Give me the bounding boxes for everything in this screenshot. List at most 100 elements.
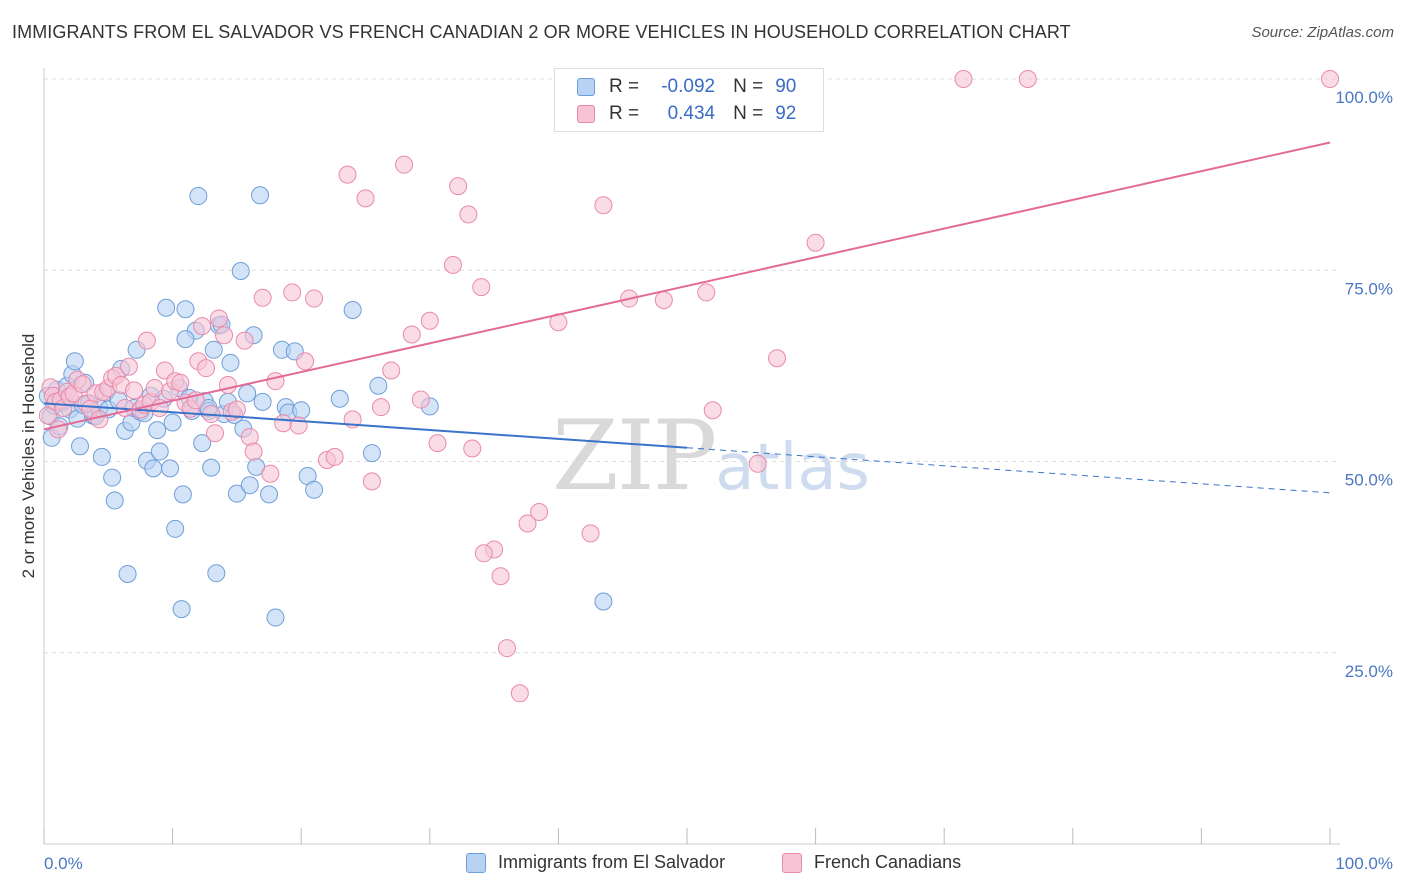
data-point-el-salvador <box>343 301 362 320</box>
watermark-atlas: atlas <box>715 431 870 505</box>
data-point-french-canadians <box>806 233 825 252</box>
data-point-french-canadians <box>697 283 716 302</box>
legend-n-value: 92 <box>775 103 797 124</box>
data-point-el-salvador <box>189 187 208 206</box>
y-tick-label: 75.0% <box>1345 279 1393 298</box>
x-tick-label: 100.0% <box>1335 854 1393 873</box>
data-point-el-salvador <box>172 600 191 619</box>
data-point-el-salvador <box>251 186 270 205</box>
data-point-french-canadians <box>411 390 430 409</box>
data-point-el-salvador <box>148 421 167 440</box>
data-point-el-salvador <box>176 330 195 349</box>
data-point-french-canadians <box>305 289 324 308</box>
data-point-french-canadians <box>218 376 237 394</box>
data-point-el-salvador <box>260 485 279 504</box>
legend-r-value: 0.434 <box>667 103 716 124</box>
data-point-el-salvador <box>71 437 90 456</box>
trend-lines <box>43 141 1331 494</box>
data-point-el-salvador <box>157 298 176 317</box>
data-point-french-canadians <box>137 331 156 350</box>
data-point-french-canadians <box>49 420 68 439</box>
data-point-french-canadians <box>428 434 447 453</box>
data-point-el-salvador <box>202 458 221 477</box>
data-point-el-salvador <box>231 262 250 281</box>
trend-line-el-salvador <box>43 402 688 449</box>
data-point-french-canadians <box>1321 70 1339 88</box>
y-axis-label: 2 or more Vehicles in Household <box>19 334 38 579</box>
data-point-french-canadians <box>530 502 549 521</box>
data-point-french-canadians <box>193 317 212 336</box>
data-point-french-canadians <box>395 155 414 174</box>
data-point-french-canadians <box>1018 70 1037 88</box>
data-point-french-canadians <box>119 357 138 376</box>
watermark-zip: ZIP <box>552 400 717 512</box>
data-point-el-salvador <box>369 376 388 395</box>
data-point-french-canadians <box>206 424 225 443</box>
data-point-french-canadians <box>463 439 482 458</box>
chart-title: IMMIGRANTS FROM EL SALVADOR VS FRENCH CA… <box>12 22 1071 42</box>
bottom-legend-label: Immigrants from El Salvador <box>498 852 726 872</box>
data-point-french-canadians <box>510 684 529 703</box>
data-point-french-canadians <box>491 567 510 586</box>
data-point-french-canadians <box>274 414 293 433</box>
data-point-el-salvador <box>238 384 257 403</box>
data-point-french-canadians <box>325 447 344 466</box>
data-point-french-canadians <box>420 311 439 330</box>
data-point-french-canadians <box>38 406 57 425</box>
data-point-el-salvador <box>176 300 195 319</box>
legend-n-label: N = <box>733 103 764 124</box>
data-point-french-canadians <box>472 278 491 297</box>
data-point-french-canadians <box>581 524 600 543</box>
data-point-french-canadians <box>215 326 234 345</box>
axes <box>43 68 1340 845</box>
tick-labels: 25.0% 50.0% 75.0% 100.0% 0.0% 100.0% <box>44 88 1393 873</box>
bottom-legend-swatch-blue <box>466 852 486 873</box>
data-point-el-salvador <box>305 480 324 499</box>
data-point-el-salvador <box>207 564 226 583</box>
source-credit: Source: ZipAtlas.com <box>1251 24 1394 41</box>
data-point-french-canadians <box>703 401 722 420</box>
data-point-el-salvador <box>221 353 240 372</box>
data-point-french-canadians <box>145 379 164 398</box>
data-point-french-canadians <box>338 165 357 184</box>
trend-line-el-salvador-projection <box>686 447 1331 494</box>
trend-line-french-canadians <box>43 141 1331 431</box>
data-point-french-canadians <box>518 514 537 533</box>
bottom-legend-swatch-pink <box>782 852 802 873</box>
watermark: ZIPatlas <box>552 400 870 512</box>
data-point-french-canadians <box>654 291 673 310</box>
data-point-el-salvador <box>330 389 349 408</box>
data-point-french-canadians <box>235 331 254 350</box>
data-point-el-salvador <box>166 519 185 538</box>
data-point-french-canadians <box>266 372 285 391</box>
y-tick-label: 100.0% <box>1335 88 1393 107</box>
data-point-french-canadians <box>371 398 390 417</box>
legend-r-value: -0.092 <box>661 76 716 97</box>
data-point-french-canadians <box>125 381 144 400</box>
legend: R = -0.092 N = 90 R = 0.434 N = 92 <box>554 68 824 132</box>
legend-row-french-canadians: R = 0.434 N = 92 <box>577 101 796 127</box>
data-point-el-salvador <box>163 413 182 432</box>
data-point-el-salvador <box>92 447 111 466</box>
data-point-el-salvador <box>362 444 381 463</box>
legend-r-label: R = <box>609 103 640 124</box>
x-tick-label: 0.0% <box>44 854 83 873</box>
data-point-el-salvador <box>161 459 180 478</box>
data-point-el-salvador <box>227 484 246 503</box>
data-point-french-canadians <box>261 464 280 483</box>
data-point-el-salvador <box>266 608 285 627</box>
data-point-french-canadians <box>768 349 787 368</box>
data-point-el-salvador <box>204 340 223 359</box>
data-point-el-salvador <box>594 592 613 611</box>
data-point-el-salvador <box>292 401 311 420</box>
data-point-french-canadians <box>474 544 493 563</box>
data-point-french-canadians <box>449 177 468 196</box>
data-point-el-salvador <box>150 442 169 461</box>
data-point-el-salvador <box>103 468 122 487</box>
data-point-french-canadians <box>283 283 302 302</box>
data-point-el-salvador <box>253 392 272 411</box>
data-point-french-canadians <box>748 454 767 473</box>
bottom-legend-french-canadians: French Canadians <box>782 852 961 873</box>
bottom-legend-el-salvador: Immigrants from El Salvador <box>466 852 725 873</box>
